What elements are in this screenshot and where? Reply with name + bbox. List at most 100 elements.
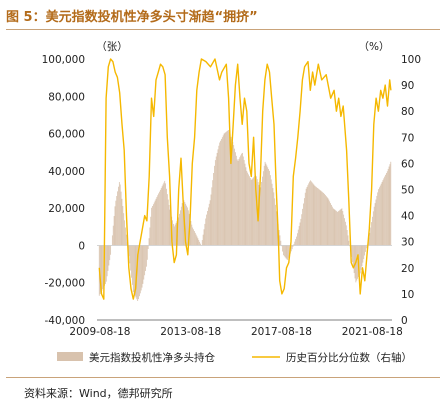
net-long-bar [178, 217, 180, 246]
net-long-bar [293, 244, 295, 246]
net-long-bar [216, 152, 218, 246]
net-long-bar [109, 245, 111, 261]
net-long-bar [164, 180, 166, 246]
net-long-bar [155, 198, 157, 246]
net-long-bar [242, 152, 243, 246]
net-long-bar [166, 188, 167, 246]
net-long-bar [276, 211, 277, 246]
net-long-bar [123, 213, 125, 246]
net-long-bar [124, 220, 125, 246]
net-long-bar [273, 192, 275, 246]
net-long-bar [143, 245, 145, 280]
net-long-bar [165, 183, 167, 246]
net-long-bar [310, 180, 311, 246]
net-long-bar [344, 221, 346, 246]
net-long-bar [159, 189, 161, 246]
net-long-bar [147, 245, 149, 250]
net-long-bar [279, 235, 281, 246]
net-long-bar [368, 237, 370, 246]
net-long-bar [265, 163, 267, 246]
net-long-bar [278, 230, 280, 246]
net-long-bar [118, 186, 119, 246]
net-long-bar [169, 209, 171, 246]
net-long-bar [371, 222, 372, 246]
net-long-bar [197, 238, 199, 246]
net-long-bar [158, 193, 160, 246]
net-long-bar [298, 226, 300, 246]
net-long-bar [232, 141, 234, 246]
net-long-bar [205, 218, 207, 246]
net-long-bar [266, 165, 268, 246]
net-long-bar [365, 245, 367, 249]
net-long-bar [233, 145, 235, 246]
net-long-bar [299, 222, 301, 246]
net-long-bar [295, 239, 297, 246]
net-long-bar [331, 204, 332, 246]
net-long-bar [140, 245, 142, 291]
net-long-bar [264, 161, 266, 246]
net-long-bar [167, 199, 169, 246]
net-long-bar [269, 175, 271, 246]
net-long-bar [320, 190, 322, 246]
net-long-bar [221, 137, 223, 246]
right-tick-label: 100 [401, 54, 421, 66]
chart-title: 图 5：美元指数投机性净多头寸渐趋“拥挤” [6, 10, 258, 25]
net-long-bar [110, 245, 112, 255]
net-long-bar [317, 187, 318, 246]
net-long-bar [390, 161, 392, 246]
net-long-bar [192, 227, 194, 246]
left-tick-label: -20,000 [44, 278, 85, 290]
net-long-bar [309, 181, 311, 246]
right-tick-label: 0 [401, 315, 408, 327]
net-long-bar [238, 159, 240, 246]
net-long-bar [247, 172, 249, 246]
net-long-bar [210, 194, 212, 246]
net-long-bar [146, 245, 148, 260]
net-long-bar [291, 245, 293, 250]
net-long-bar [269, 170, 270, 246]
net-long-bar [301, 214, 303, 246]
net-long-bar [209, 200, 211, 246]
net-long-bar [294, 241, 296, 246]
net-long-bar [215, 156, 217, 246]
net-long-bar [245, 167, 247, 246]
net-long-bar [226, 131, 228, 246]
net-long-bar [314, 185, 316, 246]
net-long-bar [133, 245, 135, 294]
net-long-bar [263, 165, 265, 246]
net-long-bar [336, 211, 338, 246]
right-tick-label: 60 [401, 158, 414, 170]
net-long-bar [120, 191, 122, 246]
net-long-bar [137, 245, 139, 301]
net-long-bar [253, 177, 255, 246]
net-long-bar [387, 168, 389, 246]
net-long-bar [141, 245, 143, 288]
net-long-bar [230, 136, 232, 246]
net-long-bar [246, 170, 248, 246]
net-long-bar [128, 245, 130, 257]
net-long-bar [116, 196, 118, 246]
net-long-bar [254, 176, 256, 246]
net-long-bar [241, 153, 242, 246]
net-long-bar [307, 185, 309, 246]
net-long-bar [144, 245, 146, 276]
legend-label-percentile: 历史百分比分位数（右轴） [286, 351, 412, 364]
net-long-bar [161, 186, 163, 246]
left-tick-label: -40,000 [44, 315, 85, 327]
legend-label-net-long: 美元指数投机性净多头持仓 [89, 351, 215, 364]
net-long-bar [180, 206, 182, 246]
right-axis-unit: （%） [359, 41, 390, 53]
net-long-bar [186, 205, 187, 246]
left-axis-unit: （张） [96, 41, 128, 53]
net-long-bar [321, 191, 323, 246]
right-tick-label: 10 [401, 289, 414, 301]
net-long-bar [317, 188, 319, 246]
net-long-bar [206, 214, 208, 246]
net-long-bar [105, 245, 107, 282]
net-long-bar [234, 148, 235, 246]
net-long-bar [308, 183, 310, 246]
net-long-bar [374, 203, 376, 246]
net-long-bar [276, 217, 278, 246]
chart: -40,000 -20,000 0 20,000 40,000 60,000 80,000 1… [42, 41, 421, 364]
net-long-bar [180, 210, 181, 246]
